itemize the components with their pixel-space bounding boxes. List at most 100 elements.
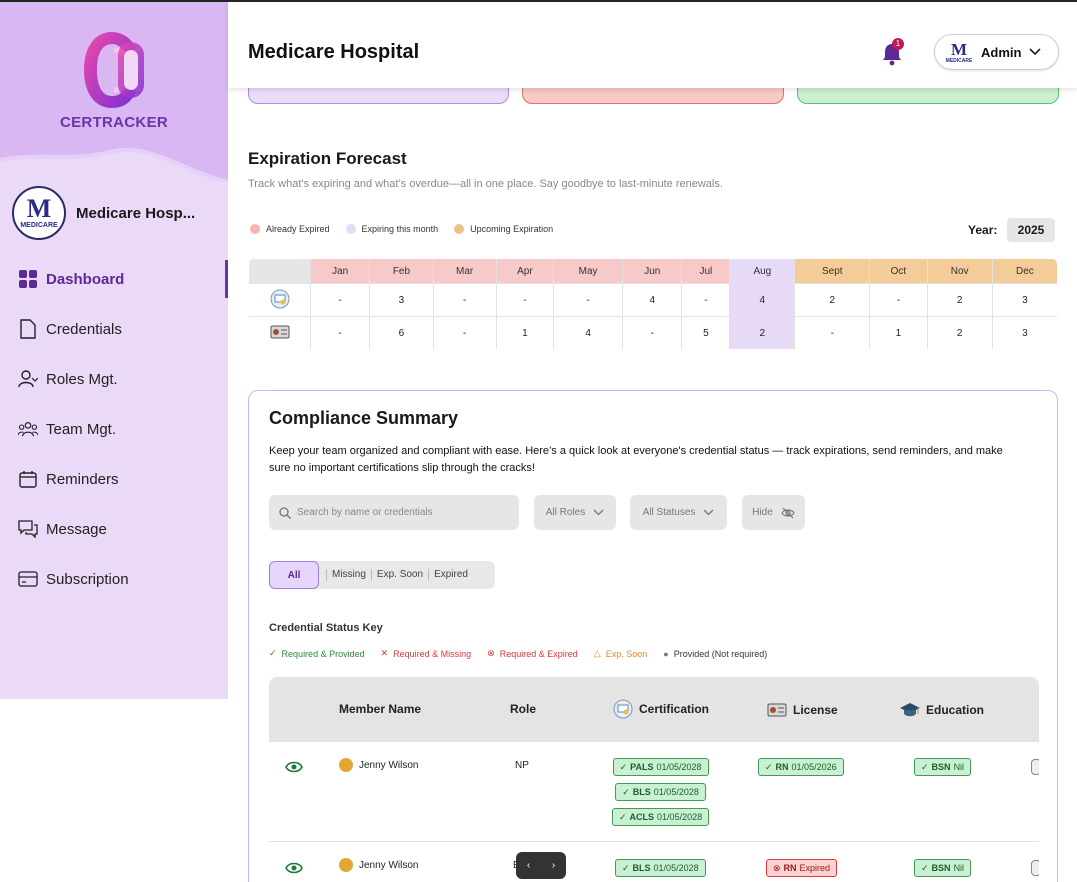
dashboard-icon — [18, 269, 38, 289]
chevron-down-icon — [593, 509, 604, 516]
status-filter-dropdown[interactable]: All Statuses — [630, 495, 727, 530]
forecast-title: Expiration Forecast — [248, 149, 407, 168]
tab-missing[interactable]: Missing — [326, 569, 371, 581]
compliance-description: Keep your team organized and compliant w… — [269, 445, 1003, 474]
forecast-cell: 1 — [495, 316, 555, 349]
provided-not-required-pill[interactable] — [1031, 759, 1039, 775]
credential-pill[interactable]: ✓ RN 01/05/2026 — [758, 758, 844, 776]
circle-x-icon: ⊗ — [487, 648, 495, 658]
tab-exp-soon[interactable]: Exp. Soon — [370, 569, 428, 581]
credential-pill[interactable]: ✓ BLS 01/05/2028 — [615, 859, 706, 877]
sidebar-item-team[interactable]: Team Mgt. — [0, 404, 228, 454]
forecast-cell: 2 — [926, 316, 993, 349]
certificate-icon — [613, 699, 633, 719]
status-key: ✓ Required & Provided ✕ Required & Missing… — [269, 648, 767, 659]
document-icon — [18, 319, 38, 339]
hide-toggle-button[interactable]: Hide — [742, 495, 805, 530]
key-required-provided: ✓ Required & Provided — [269, 648, 365, 659]
credential-pill[interactable]: ✓ BSN Nil — [914, 859, 972, 877]
sidebar-item-label: Credentials — [46, 320, 122, 338]
members-table: Member Name Role Certification License E… — [269, 677, 1039, 882]
sidebar-item-dashboard[interactable]: Dashboard — [0, 254, 228, 304]
column-header-certification[interactable]: Certification — [613, 699, 709, 719]
sidebar-item-label: Team Mgt. — [46, 420, 117, 438]
license-cell: ✓ RN 01/05/2026 — [758, 758, 844, 776]
calendar-icon — [18, 469, 38, 489]
credential-pill[interactable]: ✓ PALS 01/05/2028 — [612, 758, 709, 776]
organization-logo: M MEDICARE — [12, 186, 66, 240]
month-header: Jun — [622, 259, 683, 284]
next-page-button[interactable]: › — [551, 860, 556, 871]
forecast-cell: 2 — [729, 316, 796, 349]
window-top-border — [0, 0, 1077, 2]
provided-not-required-pill[interactable] — [1031, 860, 1039, 876]
graduation-cap-icon — [900, 703, 920, 717]
chevron-down-icon — [703, 509, 714, 516]
month-header: Nov — [926, 259, 993, 284]
view-eye-icon[interactable] — [285, 761, 303, 773]
forecast-cell: - — [681, 283, 731, 317]
forecast-row-certification: - 3 - - - 4 - 4 2 - 2 3 — [249, 283, 1057, 317]
roles-filter-label: All Roles — [545, 507, 586, 518]
forecast-cell: - — [622, 316, 683, 349]
sidebar-item-reminders[interactable]: Reminders — [0, 454, 228, 504]
organization-header[interactable]: M MEDICARE Medicare Hosp... — [12, 186, 195, 240]
legend-item-upcoming-expiration: Upcoming Expiration — [454, 224, 553, 234]
column-header-role[interactable]: Role — [510, 702, 537, 716]
forecast-cell: - — [495, 283, 555, 317]
table-row[interactable]: Jenny Wilson E ✓ BLS 01/05/2028 ⊗ RN Exp… — [269, 843, 1039, 882]
roles-filter-dropdown[interactable]: All Roles — [534, 495, 616, 530]
page-title: Medicare Hospital — [248, 41, 420, 63]
user-menu[interactable]: M MEDICARE Admin — [934, 34, 1059, 70]
forecast-cell: - — [869, 283, 928, 317]
month-header: May — [553, 259, 624, 284]
member-name: Jenny Wilson — [359, 859, 419, 871]
credential-pill[interactable]: ✓ ACLS 01/05/2028 — [612, 808, 710, 826]
month-header: Apr — [495, 259, 555, 284]
forecast-cell: - — [432, 283, 497, 317]
tab-expired[interactable]: Expired — [428, 569, 473, 581]
key-required-missing: ✕ Required & Missing — [380, 648, 472, 659]
credential-pill[interactable]: ✓ BLS 01/05/2028 — [615, 783, 706, 801]
forecast-cell: 4 — [622, 283, 683, 317]
credential-pill[interactable]: ✓ BSN Nil — [914, 758, 972, 776]
compliance-summary-card: Compliance Summary Keep your team organi… — [248, 390, 1058, 882]
month-header: Dec — [991, 259, 1057, 284]
search-field[interactable] — [269, 495, 519, 530]
table-row[interactable]: Jenny Wilson NP ✓ PALS 01/05/2028 ✓ BLS … — [269, 742, 1039, 842]
forecast-cell: - — [553, 283, 624, 317]
column-header-member-name[interactable]: Member Name — [339, 702, 422, 716]
forecast-cell: 3 — [991, 283, 1057, 317]
key-provided-not-required: ● Provided (Not required) — [663, 648, 768, 659]
column-header-education[interactable]: Education — [900, 702, 984, 718]
sidebar-item-subscription[interactable]: Subscription — [0, 554, 228, 604]
sidebar-item-message[interactable]: Message — [0, 504, 228, 554]
stat-card-green[interactable] — [797, 88, 1059, 104]
stat-card-red[interactable] — [522, 88, 784, 104]
forecast-cell: 3 — [369, 283, 434, 317]
tab-all[interactable]: All — [269, 561, 319, 589]
eye-off-icon — [781, 507, 795, 518]
credential-pill[interactable]: ⊗ RN Expired — [766, 859, 838, 877]
year-selector[interactable]: 2025 — [1007, 218, 1055, 242]
previous-page-button[interactable]: ‹ — [526, 860, 531, 871]
forecast-cell: 5 — [681, 316, 731, 349]
sidebar-item-label: Reminders — [46, 470, 119, 488]
column-header-license[interactable]: License — [767, 702, 838, 718]
status-key-title: Credential Status Key — [269, 622, 383, 634]
role-cell: NP — [515, 760, 529, 771]
stat-card-purple[interactable] — [248, 88, 509, 104]
forecast-cell: 3 — [991, 316, 1057, 349]
forecast-cell: - — [309, 283, 371, 317]
avatar — [339, 758, 353, 772]
sidebar-item-credentials[interactable]: Credentials — [0, 304, 228, 354]
sidebar-item-roles[interactable]: Roles Mgt. — [0, 354, 228, 404]
certificate-icon — [249, 283, 311, 317]
member-name-cell: Jenny Wilson — [339, 858, 418, 872]
user-icon — [18, 369, 38, 389]
search-input[interactable] — [297, 507, 507, 518]
month-header: Feb — [369, 259, 434, 284]
month-header: Mar — [432, 259, 497, 284]
license-icon — [767, 703, 787, 717]
view-eye-icon[interactable] — [285, 862, 303, 874]
